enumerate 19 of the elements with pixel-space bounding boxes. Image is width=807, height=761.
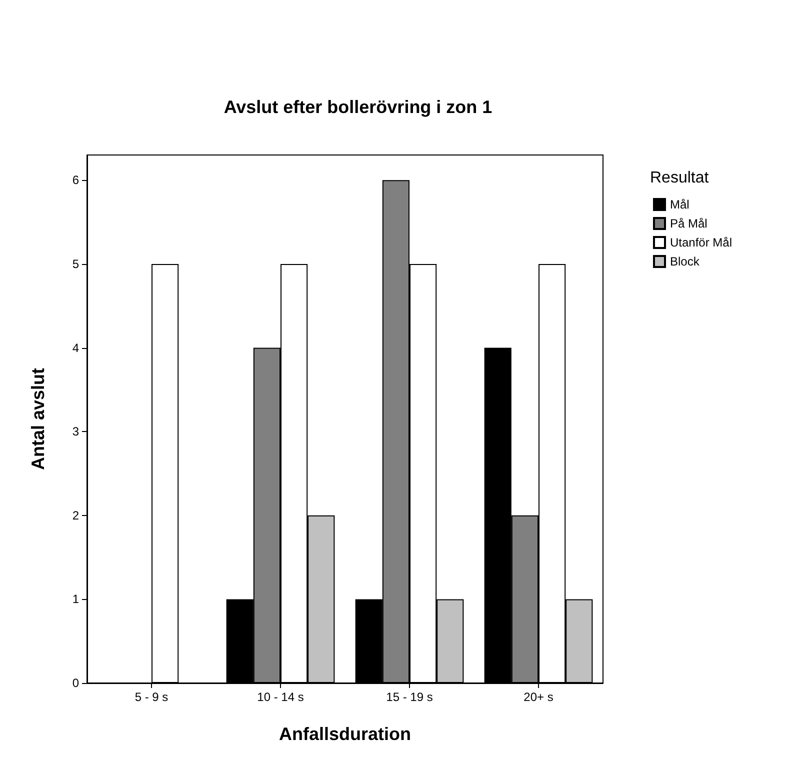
y-tick-label: 6 (72, 173, 80, 188)
y-axis-title: Antal avslut (28, 368, 48, 470)
legend-label: Utanför Mål (670, 236, 732, 250)
x-tick-label: 15 - 19 s (386, 690, 433, 704)
legend-label: Block (670, 254, 700, 268)
y-tick-label: 0 (72, 676, 80, 690)
y-tick-label: 1 (72, 592, 80, 606)
y-tick-label: 3 (72, 424, 80, 439)
x-tick-label: 20+ s (524, 690, 554, 704)
legend-label: Mål (670, 198, 690, 212)
y-tick-label: 5 (72, 256, 80, 271)
x-tick-label: 5 - 9 s (134, 690, 168, 704)
chart-title: Avslut efter bollerövring i zon 1 (224, 97, 492, 117)
x-tick-label: 10 - 14 s (257, 690, 304, 704)
legend-label: På Mål (670, 216, 708, 230)
legend-title: Resultat (650, 170, 710, 186)
y-tick-label: 2 (72, 508, 80, 522)
y-tick-label: 4 (72, 340, 80, 355)
x-axis-title: Anfallsduration (278, 724, 412, 744)
